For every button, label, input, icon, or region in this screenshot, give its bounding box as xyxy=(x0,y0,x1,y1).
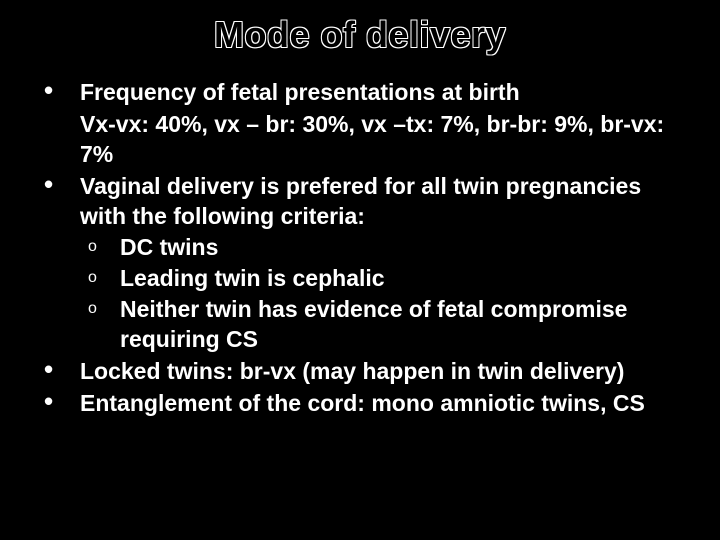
slide-title: Mode of delivery xyxy=(28,14,692,56)
bullet-item: Entanglement of the cord: mono amniotic … xyxy=(28,389,692,419)
bullet-text: Locked twins: br-vx (may happen in twin … xyxy=(80,358,624,384)
sub-bullet-item: Leading twin is cephalic xyxy=(80,264,692,294)
bullet-item: Vaginal delivery is prefered for all twi… xyxy=(28,172,692,355)
slide: Mode of delivery Frequency of fetal pres… xyxy=(0,0,720,540)
bullet-continuation: Vx-vx: 40%, vx – br: 30%, vx –tx: 7%, br… xyxy=(28,110,692,170)
sub-bullet-item: DC twins xyxy=(80,233,692,263)
bullet-item: Locked twins: br-vx (may happen in twin … xyxy=(28,357,692,387)
bullet-text: Vaginal delivery is prefered for all twi… xyxy=(80,173,641,229)
sub-bullet-item: Neither twin has evidence of fetal compr… xyxy=(80,295,692,355)
bullet-list: Frequency of fetal presentations at birt… xyxy=(28,78,692,108)
bullet-text: Entanglement of the cord: mono amniotic … xyxy=(80,390,645,416)
bullet-text: Frequency of fetal presentations at birt… xyxy=(80,79,520,105)
bullet-item: Frequency of fetal presentations at birt… xyxy=(28,78,692,108)
bullet-list: Vaginal delivery is prefered for all twi… xyxy=(28,172,692,419)
sub-bullet-list: DC twins Leading twin is cephalic Neithe… xyxy=(80,233,692,355)
